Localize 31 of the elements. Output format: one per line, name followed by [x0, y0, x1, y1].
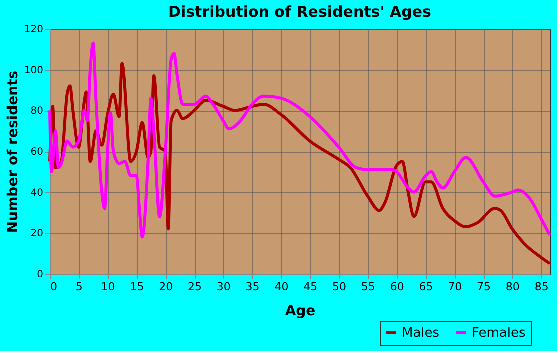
x-tick-label: 75 [477, 280, 492, 294]
x-tick-label: 30 [216, 280, 231, 294]
x-tick-label: 65 [419, 280, 434, 294]
y-axis-title: Number of residents [5, 70, 22, 234]
x-tick-label: 45 [304, 280, 318, 294]
legend-label: Males [402, 326, 440, 341]
x-tick-label: 25 [188, 280, 202, 294]
line-series [48, 42, 552, 239]
x-tick-label: 85 [534, 280, 549, 294]
y-tick-label: 20 [30, 228, 44, 240]
y-tick-label: 120 [24, 24, 44, 36]
x-tick-label: 80 [506, 280, 520, 294]
y-tick-label: 40 [30, 188, 44, 199]
x-tick-label: 35 [246, 280, 260, 294]
y-tick-label: 0 [37, 270, 44, 280]
x-tick-label: 50 [332, 280, 347, 294]
x-tick-label: 10 [101, 280, 116, 294]
legend-label: Females [472, 326, 526, 341]
x-tick-label: 70 [448, 280, 462, 294]
y-tick-label: 100 [24, 65, 44, 76]
chart-title: Distribution of Residents' Ages [168, 3, 432, 21]
x-tick-label: 55 [361, 280, 376, 294]
x-tick-label: 60 [390, 280, 404, 294]
x-tick-label: 0 [50, 280, 58, 294]
x-axis-title: Age [285, 304, 316, 320]
x-tick-label: 5 [76, 280, 83, 294]
y-tick-label: 60 [30, 147, 44, 158]
x-tick-label: 40 [274, 280, 289, 294]
x-tick-label: 20 [159, 280, 174, 294]
y-tick-label: 80 [30, 106, 44, 118]
x-tick-label: 15 [130, 280, 144, 294]
